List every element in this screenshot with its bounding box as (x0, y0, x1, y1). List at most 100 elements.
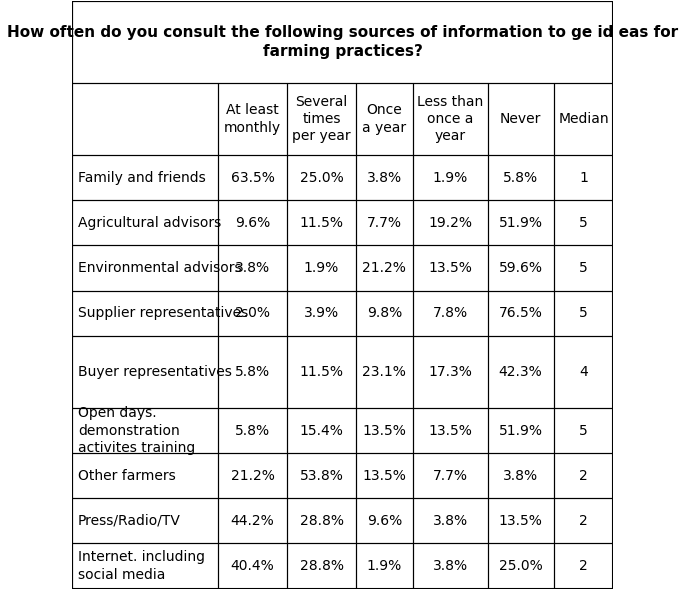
Bar (71, 245, 219, 291)
Text: Buyer representatives: Buyer representatives (78, 365, 232, 379)
Bar (219, 83, 287, 155)
Bar (553, 200, 614, 245)
Text: 9.8%: 9.8% (366, 306, 402, 320)
Bar (488, 408, 553, 453)
Bar (219, 499, 287, 543)
Bar (553, 336, 614, 408)
Bar (356, 408, 413, 453)
Text: 21.2%: 21.2% (231, 468, 275, 483)
Bar (356, 543, 413, 589)
Text: Median: Median (558, 112, 609, 126)
Bar (413, 155, 488, 200)
Bar (287, 453, 356, 499)
Bar (488, 155, 553, 200)
Bar (287, 200, 356, 245)
Bar (413, 499, 488, 543)
Bar (553, 408, 614, 453)
Bar (553, 543, 614, 589)
Bar (219, 453, 287, 499)
Text: 13.5%: 13.5% (499, 514, 543, 528)
Bar (287, 155, 356, 200)
Bar (488, 83, 553, 155)
Bar (219, 543, 287, 589)
Bar (488, 499, 553, 543)
Bar (553, 245, 614, 291)
Bar (219, 200, 287, 245)
Text: 3.8%: 3.8% (503, 468, 538, 483)
Bar (219, 245, 287, 291)
Bar (553, 336, 614, 408)
Bar (287, 245, 356, 291)
Text: 1.9%: 1.9% (366, 559, 402, 573)
Bar (488, 453, 553, 499)
Bar (71, 200, 219, 245)
Bar (71, 453, 219, 499)
Text: Other farmers: Other farmers (78, 468, 176, 483)
Bar (287, 543, 356, 589)
Text: Agricultural advisors: Agricultural advisors (78, 216, 221, 230)
Text: 42.3%: 42.3% (499, 365, 543, 379)
Text: 9.6%: 9.6% (366, 514, 402, 528)
Bar (553, 291, 614, 336)
Bar (488, 336, 553, 408)
Bar (553, 291, 614, 336)
Bar (219, 336, 287, 408)
Bar (71, 336, 219, 408)
Text: 2: 2 (580, 468, 588, 483)
Text: 13.5%: 13.5% (362, 424, 406, 438)
Text: Several
times
per year: Several times per year (292, 95, 351, 143)
Text: 11.5%: 11.5% (299, 365, 344, 379)
Bar (356, 336, 413, 408)
Text: 13.5%: 13.5% (362, 468, 406, 483)
Bar (219, 499, 287, 543)
Text: 76.5%: 76.5% (499, 306, 543, 320)
Bar (356, 499, 413, 543)
Bar (413, 453, 488, 499)
Text: Press/Radio/TV: Press/Radio/TV (78, 514, 181, 528)
Text: Never: Never (500, 112, 541, 126)
Bar (71, 291, 219, 336)
Text: 5.8%: 5.8% (235, 365, 271, 379)
Bar (488, 83, 553, 155)
Bar (413, 499, 488, 543)
Text: 3.8%: 3.8% (433, 514, 468, 528)
Bar (413, 408, 488, 453)
Bar (287, 543, 356, 589)
Text: 7.7%: 7.7% (433, 468, 468, 483)
Bar (71, 83, 219, 155)
Text: 3.8%: 3.8% (367, 171, 402, 185)
Bar (219, 83, 287, 155)
Bar (71, 499, 219, 543)
Bar (219, 453, 287, 499)
Bar (356, 200, 413, 245)
Bar (71, 245, 219, 291)
Bar (356, 245, 413, 291)
Bar (287, 83, 356, 155)
Bar (553, 453, 614, 499)
Bar (413, 200, 488, 245)
Text: 44.2%: 44.2% (231, 514, 275, 528)
Bar (287, 499, 356, 543)
Bar (219, 291, 287, 336)
Bar (219, 408, 287, 453)
Text: 51.9%: 51.9% (499, 424, 543, 438)
Bar (553, 155, 614, 200)
Bar (219, 543, 287, 589)
Text: Open days.
demonstration
activites training: Open days. demonstration activites train… (78, 406, 195, 455)
Bar (413, 408, 488, 453)
Bar (287, 155, 356, 200)
Text: 59.6%: 59.6% (499, 261, 543, 275)
Bar (356, 291, 413, 336)
Text: 15.4%: 15.4% (299, 424, 343, 438)
Bar (71, 291, 219, 336)
Text: Supplier representatives: Supplier representatives (78, 306, 248, 320)
Bar (219, 336, 287, 408)
Bar (71, 1, 614, 83)
Text: 11.5%: 11.5% (299, 216, 344, 230)
Bar (71, 499, 219, 543)
Text: 7.8%: 7.8% (433, 306, 468, 320)
Text: 2: 2 (580, 514, 588, 528)
Bar (553, 543, 614, 589)
Bar (488, 245, 553, 291)
Bar (219, 291, 287, 336)
